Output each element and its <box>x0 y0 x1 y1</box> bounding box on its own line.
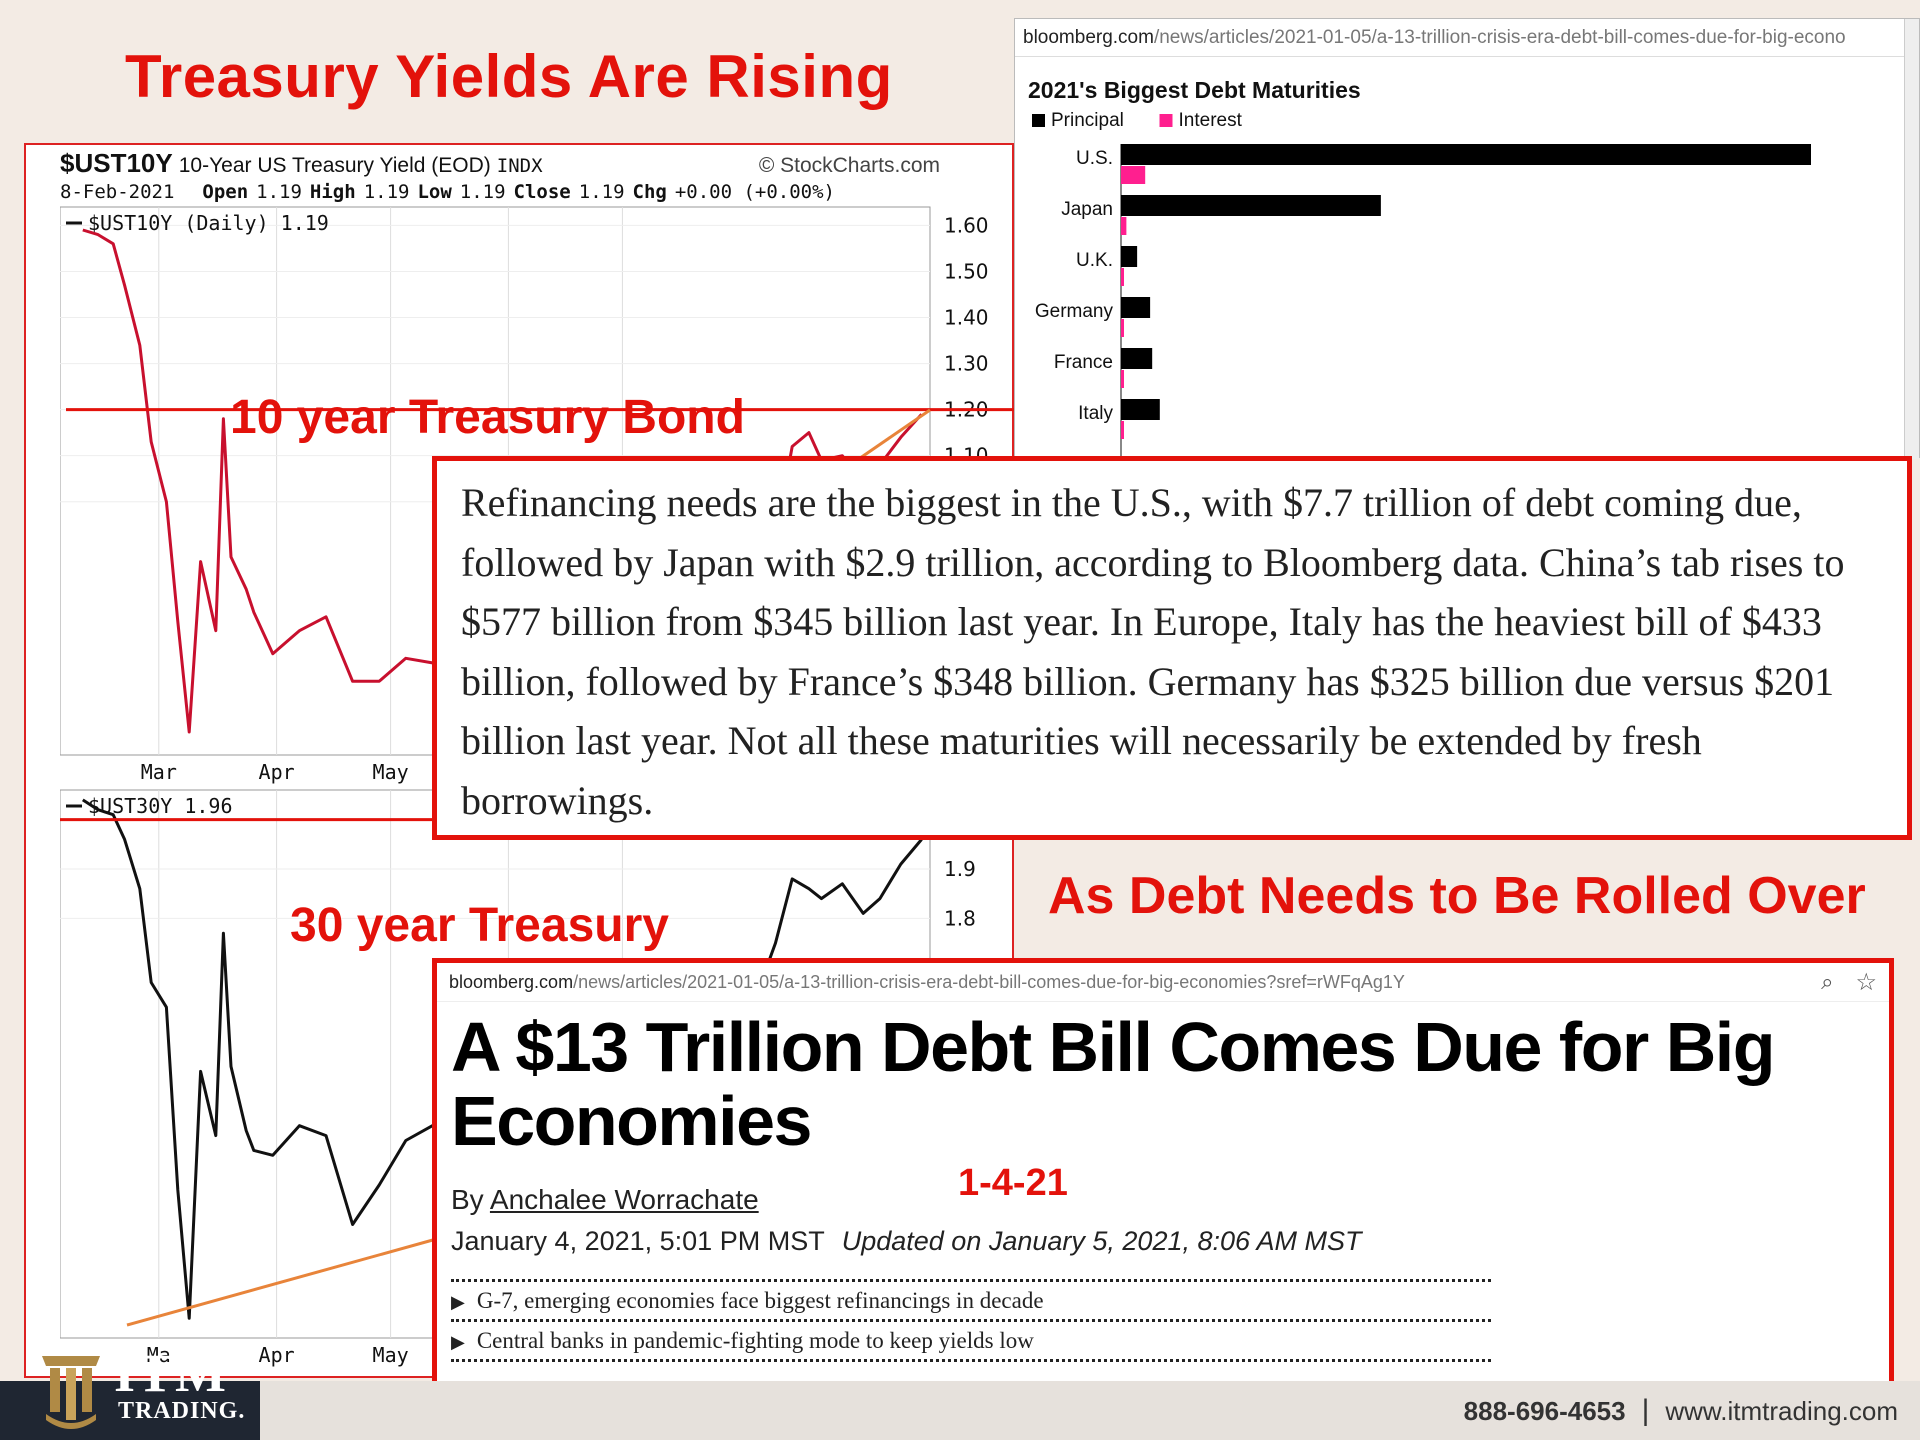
y-tick-label: 1.30 <box>944 352 989 376</box>
high-label: High <box>309 181 356 203</box>
x-tick-label: May <box>373 1343 409 1367</box>
footer-contact: 888-696-4653 | www.itmtrading.com <box>1464 1394 1898 1428</box>
bar-interest <box>1121 268 1124 286</box>
address-bar[interactable]: bloomberg.com/news/articles/2021-01-05/a… <box>1015 19 1919 57</box>
bar-principal <box>1121 246 1138 267</box>
published-date: January 4, 2021, 5:01 PM MST <box>451 1226 825 1256</box>
category-label: U.S. <box>1076 148 1113 169</box>
itm-logo: ITM TRADING. <box>38 1342 268 1434</box>
bar-principal <box>1121 144 1811 165</box>
category-label: Italy <box>1078 403 1113 424</box>
close-label: Close <box>513 181 571 203</box>
category-label: France <box>1054 352 1113 373</box>
footer-phone[interactable]: 888-696-4653 <box>1463 1395 1626 1426</box>
bookmark-star-icon[interactable]: ☆ <box>1855 968 1877 996</box>
bar-principal <box>1121 297 1151 318</box>
legend-swatch <box>1032 114 1045 127</box>
zoom-icon[interactable]: ⌕ <box>1821 969 1834 994</box>
bar-interest <box>1121 319 1124 337</box>
article-address-bar[interactable]: bloomberg.com/news/articles/2021-01-05/a… <box>437 963 1889 1002</box>
low-value: 1.19 <box>459 181 506 203</box>
author-link[interactable]: Anchalee Worrachate <box>489 1184 759 1215</box>
slide-subtitle: As Debt Needs to Be Rolled Over <box>1048 867 1866 925</box>
slide-title: Treasury Yields Are Rising <box>125 43 893 110</box>
bar-interest <box>1121 370 1124 388</box>
x-tick-label: May <box>373 760 409 784</box>
chart-date: 8-Feb-2021 <box>60 181 175 203</box>
logo-itm-text: ITM <box>114 1343 228 1403</box>
chart-symbol: $UST10Y <box>60 148 173 178</box>
stockcharts-header: $UST10Y 10-Year US Treasury Yield (EOD) … <box>60 148 940 203</box>
bar-principal <box>1121 195 1381 216</box>
article-address-path: /news/articles/2021-01-05/a-13-trillion-… <box>573 971 1405 992</box>
bar-chart-title: 2021's Biggest Debt Maturities <box>1028 77 1361 103</box>
y-tick-label: 1.50 <box>944 259 989 283</box>
y-tick-label: 1.60 <box>944 213 989 237</box>
article-date-note: 1-4-21 <box>958 1162 1068 1204</box>
byline-label: By <box>451 1184 484 1215</box>
legend-swatch <box>1159 114 1173 127</box>
category-label: Germany <box>1035 301 1114 322</box>
label-10-year: 10 year Treasury Bond <box>230 391 745 444</box>
stockcharts-source: © StockCharts.com <box>758 154 940 177</box>
high-value: 1.19 <box>363 181 410 203</box>
article-headline[interactable]: A $13 Trillion Debt Bill Comes Due for B… <box>451 1008 1775 1160</box>
pillar-logo-icon <box>42 1356 100 1429</box>
y-tick-label: 1.40 <box>944 306 989 330</box>
address-path: /news/articles/2021-01-05/a-13-trillion-… <box>1153 27 1846 48</box>
footer-separator: | <box>1641 1394 1650 1427</box>
bar-principal <box>1121 348 1153 369</box>
bullet-text: Central banks in pandemic-fighting mode … <box>476 1328 1034 1353</box>
bullet-marker-icon: ▶ <box>451 1292 465 1312</box>
legend-label: Interest <box>1179 110 1243 131</box>
bloomberg-chart-window: bloomberg.com/news/articles/2021-01-05/a… <box>1014 18 1920 459</box>
address-domain: bloomberg.com <box>1023 27 1154 48</box>
x-tick-label: Mar <box>141 760 177 784</box>
bar-interest <box>1121 421 1124 439</box>
footer-website[interactable]: www.itmtrading.com <box>1665 1395 1898 1426</box>
trend-arrow <box>126 1236 441 1327</box>
bar-interest <box>1121 217 1127 235</box>
chart-exchange: INDX <box>496 155 543 177</box>
open-value: 1.19 <box>256 181 302 203</box>
legend-label: $UST10Y (Daily) 1.19 <box>88 211 329 235</box>
chg-label: Chg <box>632 181 667 203</box>
bar-principal <box>1121 399 1160 420</box>
article-box: bloomberg.com/news/articles/2021-01-05/a… <box>432 958 1894 1388</box>
quote-text: Refinancing needs are the biggest in the… <box>461 480 1845 823</box>
x-tick-label: Apr <box>259 1343 295 1367</box>
updated-date: Updated on January 5, 2021, 8:06 AM MST <box>841 1226 1362 1256</box>
y-tick-label: 1.8 <box>944 906 976 930</box>
low-label: Low <box>417 181 452 203</box>
bullet-item: ▶ G-7, emerging economies face biggest re… <box>451 1279 1491 1319</box>
article-address-domain: bloomberg.com <box>449 971 574 992</box>
bullet-item: ▶ Central banks in pandemic-fighting mode… <box>451 1319 1491 1362</box>
close-value: 1.19 <box>578 181 625 203</box>
x-tick-label: Apr <box>259 760 295 784</box>
footer-bar <box>0 1381 1920 1440</box>
quote-box: Refinancing needs are the biggest in the… <box>432 456 1912 840</box>
debt-maturities-chart: 2021's Biggest Debt Maturities Principal I… <box>1028 77 1811 458</box>
label-30-year: 30 year Treasury <box>290 899 669 952</box>
x-tick-label: Ma <box>147 1343 171 1367</box>
chart-description: 10-Year US Treasury Yield (EOD) <box>178 154 491 177</box>
category-label: Japan <box>1061 199 1113 220</box>
footer-logo-background <box>0 1381 260 1440</box>
category-label: U.K. <box>1076 250 1113 271</box>
scrollbar[interactable] <box>1904 19 1919 459</box>
open-label: Open <box>202 181 249 203</box>
trend-arrow <box>849 408 931 467</box>
legend-label: Principal <box>1051 110 1124 131</box>
bullet-marker-icon: ▶ <box>451 1332 465 1352</box>
chg-value: +0.00 (+0.00%) <box>674 181 835 203</box>
logo-trading-text: TRADING. <box>118 1398 246 1424</box>
bar-interest <box>1121 166 1146 184</box>
bullet-list: ▶ G-7, emerging economies face biggest re… <box>451 1279 1491 1362</box>
y-tick-label: 1.9 <box>944 857 976 881</box>
bullet-text: G-7, emerging economies face biggest ref… <box>476 1288 1044 1313</box>
